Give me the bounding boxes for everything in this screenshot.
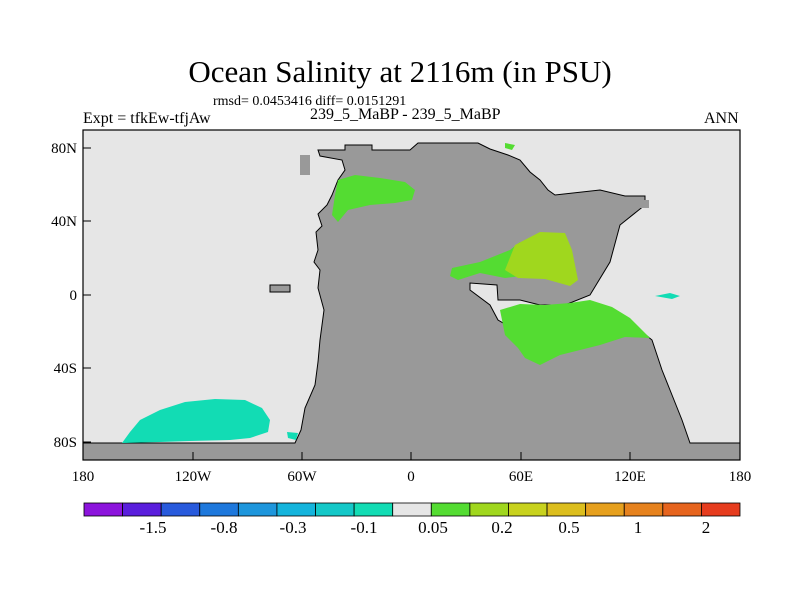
colorbar-label: -0.3 — [280, 518, 307, 537]
colorbar-label: 2 — [702, 518, 711, 537]
lat-tick-label: 40S — [54, 361, 77, 377]
lon-tick-label: 60W — [287, 469, 317, 485]
colorbar-swatch — [469, 502, 509, 517]
colorbar-label: 0.05 — [418, 518, 448, 537]
colorbar-swatch — [546, 502, 587, 517]
colorbar-label: 1 — [634, 518, 643, 537]
lon-tick-label: 120W — [175, 469, 213, 485]
anomaly-north-atlantic — [332, 175, 415, 222]
lat-tick-label: 80S — [54, 435, 77, 451]
lon-tick-label: 60E — [509, 469, 533, 485]
colorbar-swatch — [623, 502, 664, 517]
lon-tick-label: 180 — [729, 469, 752, 485]
land-island — [269, 284, 291, 293]
lat-tick-label: 0 — [70, 288, 78, 304]
lat-tick-label: 40N — [51, 214, 77, 230]
anomaly-small-patch — [287, 432, 298, 440]
anomaly-arctic — [505, 143, 515, 150]
lon-tick-label: 0 — [407, 469, 415, 485]
colorbar-swatch — [276, 502, 316, 517]
colorbar-label: -0.8 — [211, 518, 238, 537]
lon-tick-label: 120E — [614, 469, 646, 485]
colorbar-swatch — [160, 502, 201, 517]
colorbar-swatch — [662, 502, 702, 517]
colorbar-swatch — [353, 502, 394, 517]
anomaly-southwest-pool — [122, 399, 270, 443]
land-island — [300, 155, 310, 175]
stats-text: rmsd= 0.0453416 diff= 0.0151291 — [213, 94, 407, 109]
lon-tick-label: 180 — [72, 469, 95, 485]
axis-ticks — [82, 147, 741, 460]
land-island — [640, 200, 649, 208]
colorbar-swatch — [237, 502, 278, 517]
colorbar-labels: -1.5 -0.8 -0.3 -0.1 0.05 0.2 0.5 1 2 — [140, 518, 711, 537]
colorbar-swatch — [392, 502, 432, 517]
colorbar — [83, 502, 741, 517]
colorbar-label: -1.5 — [140, 518, 167, 537]
tick-labels: 180 120W 60W 0 60E 120E 180 80N 40N 0 40… — [51, 141, 751, 485]
anomaly-layer — [122, 143, 680, 443]
colorbar-swatch — [315, 502, 355, 517]
experiment-label: Expt = tfkEw-tfjAw — [83, 110, 211, 127]
colorbar-swatch — [199, 502, 239, 517]
colorbar-label: -0.1 — [351, 518, 378, 537]
colorbar-label: 0.5 — [558, 518, 579, 537]
colorbar-swatch — [83, 502, 123, 517]
colorbar-label: 0.2 — [491, 518, 512, 537]
plot-title: Ocean Salinity at 2116m (in PSU) — [188, 54, 612, 89]
season-label: ANN — [704, 110, 739, 127]
lat-tick-label: 80N — [51, 141, 77, 157]
colorbar-swatch — [430, 502, 471, 517]
colorbar-swatch — [122, 502, 162, 517]
colorbar-swatch — [585, 502, 625, 517]
anomaly-east-streak — [655, 293, 680, 299]
colorbar-swatch — [508, 502, 548, 517]
period-label: 239_5_MaBP - 239_5_MaBP — [310, 106, 501, 123]
anomaly-central-core — [505, 232, 578, 286]
anomaly-southern-pool — [500, 300, 650, 365]
colorbar-swatch — [701, 502, 741, 517]
